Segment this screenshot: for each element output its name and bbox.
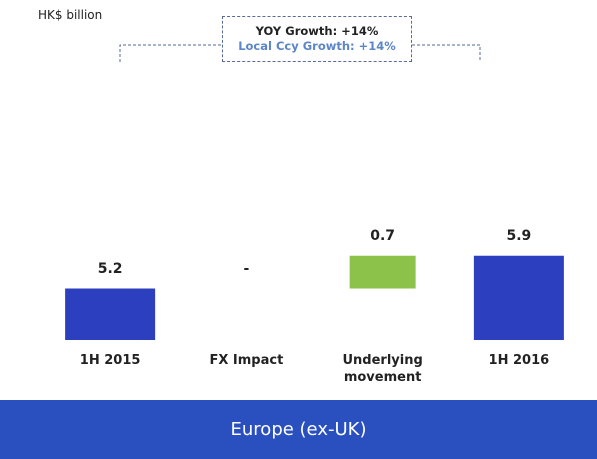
- x-tick-label: FX Impact: [209, 353, 284, 368]
- callout-line: Local Ccy Growth: +14%: [238, 39, 396, 53]
- value-label: 5.9: [506, 227, 532, 244]
- bar: [473, 255, 564, 340]
- x-tick-label: Underlying movement: [342, 353, 423, 385]
- footer-banner: Europe (ex-UK): [0, 400, 597, 459]
- x-tick-label: 1H 2015: [79, 353, 141, 368]
- unit-label: HK$ billion: [38, 8, 103, 22]
- value-label: 0.7: [370, 227, 396, 244]
- bar: [65, 288, 156, 340]
- value-label: 5.2: [97, 260, 123, 277]
- footer-text: Europe (ex-UK): [230, 419, 367, 440]
- bracket: [119, 44, 481, 62]
- bar: [349, 255, 416, 289]
- callout: YOY Growth: +14% Local Ccy Growth: +14%: [222, 16, 412, 62]
- value-label: -: [243, 260, 250, 277]
- callout-line: YOY Growth: +14%: [255, 24, 379, 38]
- x-tick-label: 1H 2016: [488, 353, 550, 368]
- plot-area: [65, 44, 564, 340]
